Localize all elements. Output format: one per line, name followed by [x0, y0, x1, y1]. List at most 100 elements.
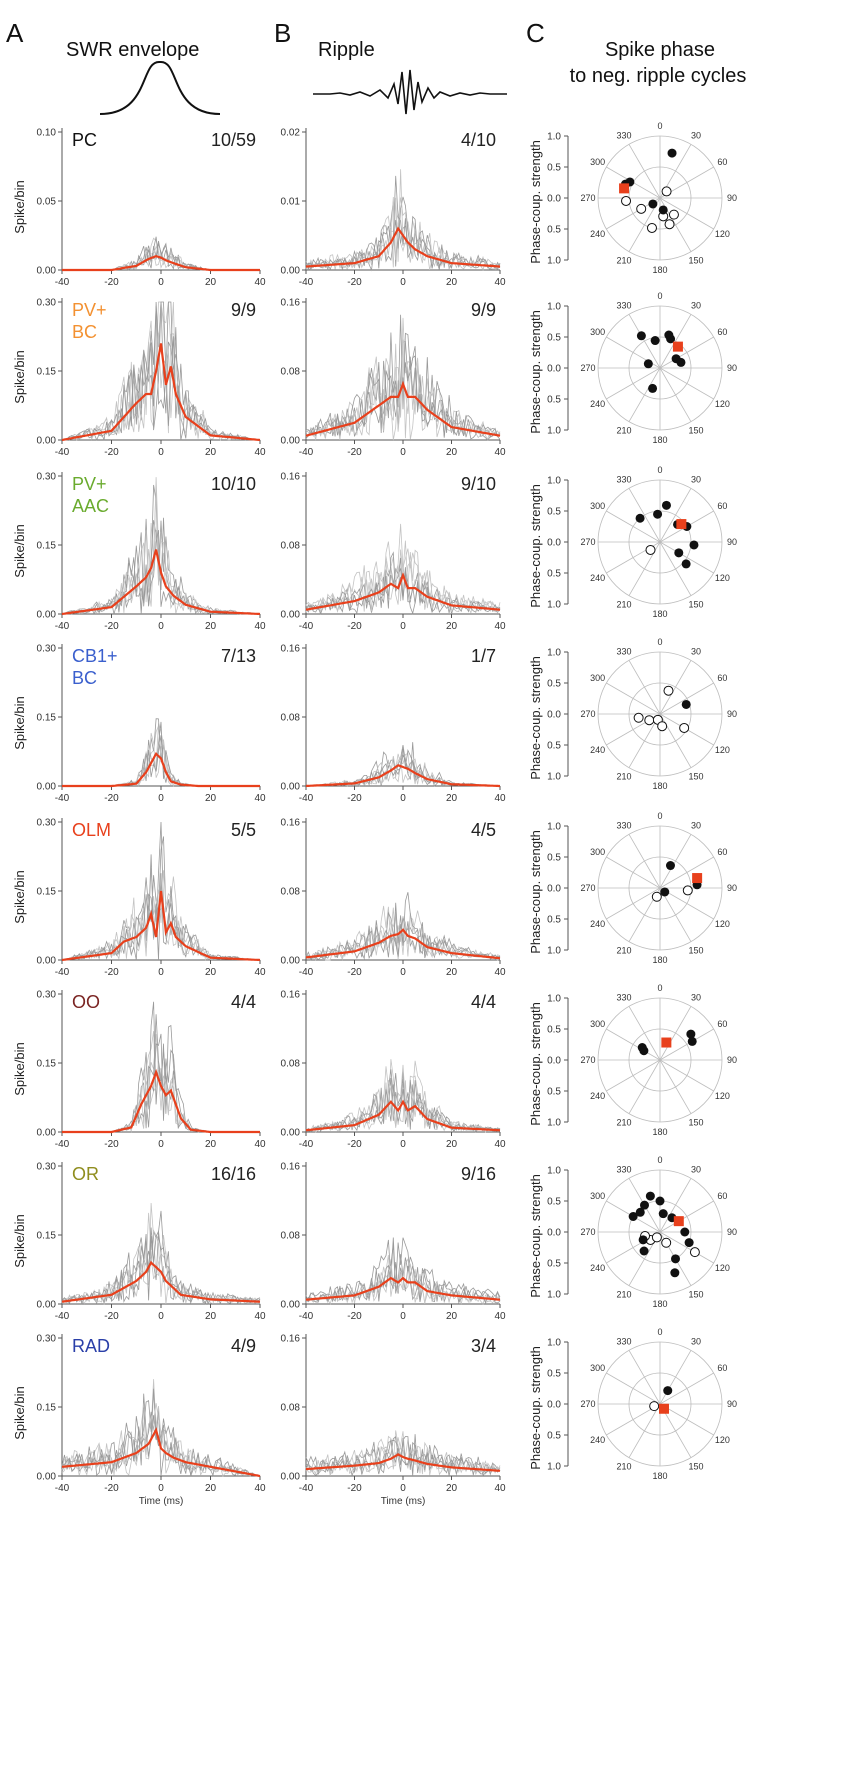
polar-spoke — [606, 1059, 661, 1092]
y-tick-label: 0.16 — [281, 644, 301, 655]
y-tick-label: 0.16 — [281, 1334, 301, 1345]
y-tick-label: 0.08 — [281, 541, 301, 552]
x-tick-label: -40 — [299, 1483, 314, 1494]
open-point — [661, 1237, 672, 1248]
polar-panel-7: 1.0 0.5 0.0 0.5 1.0 Phase-coup. strength 0 30 60… — [528, 1155, 737, 1309]
trace-line — [61, 1403, 261, 1477]
polar-angle-label: 90 — [727, 709, 737, 719]
radial-tick-label: 0.5 — [547, 741, 561, 752]
polar-angle-label: 210 — [616, 945, 631, 955]
polar-spoke — [628, 314, 661, 369]
polar-angle-label: 300 — [590, 1191, 605, 1201]
radial-tick-label: 0.0 — [547, 710, 561, 721]
polar-spoke — [628, 1403, 661, 1458]
hist-panel-a-8: 0.30 0.15 0.00-40 -20 0 20 40 Spike/bin RAD Time … — [12, 1334, 266, 1508]
y-tick-label: 0.30 — [37, 298, 57, 309]
x-tick-label: 0 — [400, 277, 406, 288]
radial-tick-label: 1.0 — [547, 302, 561, 313]
y-axis-label: Spike/bin — [12, 696, 27, 749]
polar-angle-label: 270 — [580, 1055, 595, 1065]
mean-vector-marker — [673, 1216, 684, 1227]
polar-angle-label: 150 — [688, 1289, 703, 1299]
y-axis-label: Spike/bin — [12, 870, 27, 923]
x-tick-label: -40 — [299, 1311, 314, 1322]
cell-count-label: 5/5 — [231, 820, 256, 840]
y-tick-label: 0.08 — [281, 1059, 301, 1070]
y-tick-label: 0.00 — [37, 610, 57, 621]
polar-angle-label: 120 — [715, 1091, 730, 1101]
trace-line — [305, 905, 501, 961]
x-tick-label: -40 — [55, 1483, 70, 1494]
trace-line — [61, 517, 261, 615]
polar-panel-1: 1.0 0.5 0.0 0.5 1.0 Phase-coup. strength 0 30 60… — [528, 121, 737, 275]
polar-angle-label: 150 — [688, 255, 703, 265]
polar-spoke — [659, 488, 692, 543]
polar-angle-label: 150 — [688, 945, 703, 955]
y-axis-label: Spike/bin — [12, 1386, 27, 1439]
polar-angle-label: 150 — [688, 771, 703, 781]
x-tick-label: 0 — [400, 1483, 406, 1494]
x-tick-label: -40 — [55, 447, 70, 458]
y-tick-label: 0.08 — [281, 887, 301, 898]
cell-count-label: 1/7 — [471, 646, 496, 666]
polar-spoke — [628, 660, 661, 715]
filled-point — [666, 334, 676, 344]
x-tick-label: -40 — [55, 1311, 70, 1322]
x-tick-label: 20 — [446, 447, 458, 458]
radial-tick-label: 1.0 — [547, 648, 561, 659]
cell-count-label: 4/9 — [231, 1336, 256, 1356]
polar-angle-label: 0 — [657, 983, 662, 993]
cell-count-label: 16/16 — [211, 1164, 256, 1184]
open-point — [682, 885, 693, 896]
radial-tick-label: 0.0 — [547, 1056, 561, 1067]
trace-line — [305, 1244, 501, 1304]
cell-count-label: 9/9 — [231, 300, 256, 320]
polar-angle-label: 90 — [727, 193, 737, 203]
radial-tick-label: 0.0 — [547, 884, 561, 895]
y-axis-label: Spike/bin — [12, 1042, 27, 1095]
filled-point — [670, 1268, 680, 1278]
polar-angle-label: 240 — [590, 1263, 605, 1273]
polar-angle-label: 330 — [616, 647, 631, 657]
polar-panel-4: 1.0 0.5 0.0 0.5 1.0 Phase-coup. strength 0 30 60… — [528, 637, 737, 791]
x-tick-label: 40 — [254, 1139, 266, 1150]
polar-spoke — [606, 367, 661, 400]
x-tick-label: -40 — [299, 1139, 314, 1150]
polar-angle-label: 210 — [616, 1461, 631, 1471]
y-axis-label: Phase-coup. strength — [528, 1346, 543, 1470]
polar-panel-3: 1.0 0.5 0.0 0.5 1.0 Phase-coup. strength 0 30 60… — [528, 465, 737, 619]
polar-spoke — [606, 1372, 661, 1405]
y-tick-label: 0.08 — [281, 1231, 301, 1242]
cell-count-label: 9/10 — [461, 474, 496, 494]
radial-tick-label: 1.0 — [547, 132, 561, 143]
x-tick-label: 40 — [494, 1483, 506, 1494]
polar-angle-label: 90 — [727, 1055, 737, 1065]
x-tick-label: 40 — [494, 1311, 506, 1322]
polar-angle-label: 300 — [590, 1363, 605, 1373]
polar-angle-label: 0 — [657, 121, 662, 131]
polar-panel-2: 1.0 0.5 0.0 0.5 1.0 Phase-coup. strength 0 30 60… — [528, 291, 737, 445]
x-tick-label: 20 — [446, 1311, 458, 1322]
x-tick-label: -20 — [347, 793, 362, 804]
x-tick-label: 40 — [254, 621, 266, 632]
trace-line — [61, 854, 260, 961]
x-tick-label: 0 — [400, 1139, 406, 1150]
polar-spoke — [628, 1350, 661, 1405]
radial-tick-label: 0.0 — [547, 1400, 561, 1411]
polar-angle-label: 120 — [715, 745, 730, 755]
polar-angle-label: 0 — [657, 291, 662, 301]
mean-vector-marker — [661, 1037, 672, 1048]
polar-angle-label: 240 — [590, 745, 605, 755]
radial-tick-label: 1.0 — [547, 1166, 561, 1177]
y-tick-label: 0.00 — [281, 266, 301, 277]
mean-line — [61, 1427, 261, 1478]
cell-type-label: BC — [72, 322, 97, 342]
filled-point — [681, 559, 691, 569]
x-tick-label: 0 — [158, 447, 164, 458]
polar-angle-label: 90 — [727, 537, 737, 547]
polar-angle-label: 180 — [652, 1471, 667, 1481]
hist-panel-a-4: 0.30 0.15 0.00-40 -20 0 20 40 Spike/bin CB1+BC 7/… — [12, 644, 266, 805]
radial-tick-label: 1.0 — [547, 1462, 561, 1473]
filled-point — [638, 1235, 648, 1245]
